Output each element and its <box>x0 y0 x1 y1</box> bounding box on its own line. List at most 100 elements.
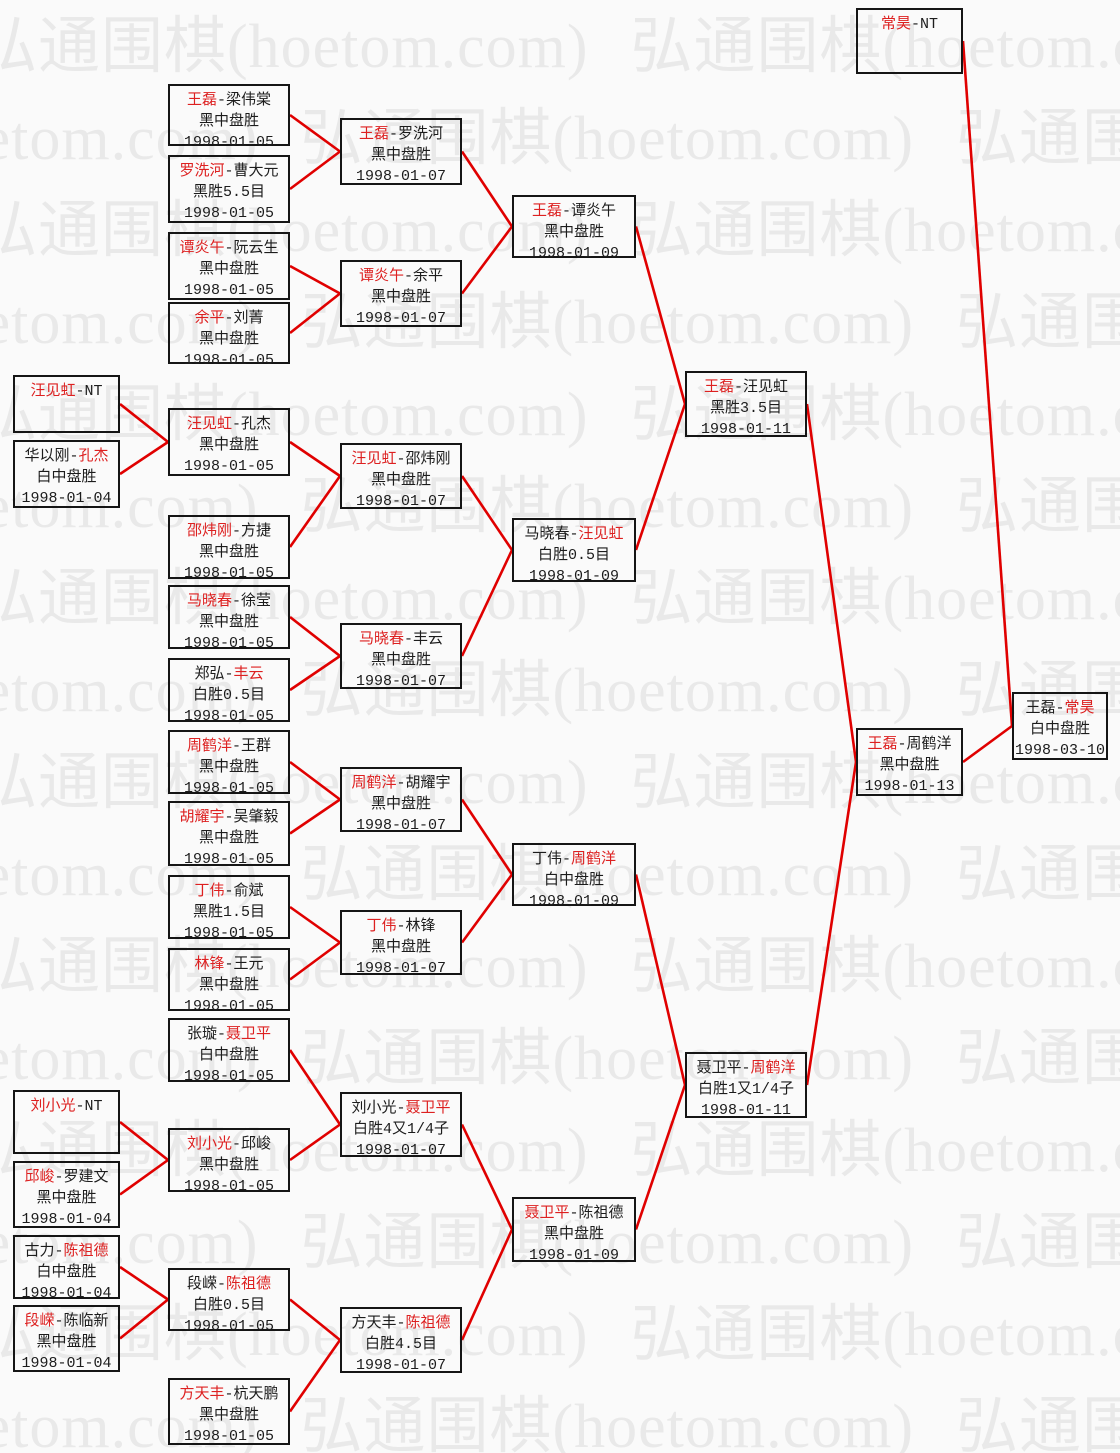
match-result <box>15 402 118 423</box>
watermark-text: 弘通围棋(hoetom.com) <box>630 381 1120 449</box>
match-players: 谭炎午-余平 <box>342 266 460 287</box>
match-box-tyw_yp[interactable]: 谭炎午-余平 黑中盘胜 1998-01-07 <box>340 260 462 327</box>
player-name-left: 华以刚 <box>24 448 70 465</box>
match-box-zh_fy[interactable]: 郑弘-丰云 白胜0.5目 1998-01-05 <box>168 658 290 725</box>
players-separator: - <box>569 526 579 543</box>
player-name-right: NT <box>84 1098 103 1115</box>
match-box-gl_czd[interactable]: 古力-陈祖德 白中盘胜 1998-01-04 <box>13 1235 120 1302</box>
player-name-right: 林锋 <box>405 918 436 935</box>
match-result: 白中盘胜 <box>198 1047 259 1064</box>
match-box-wjh_nt[interactable]: 汪见虹-NT <box>13 375 120 433</box>
match-players: 周鹤洋-王群 <box>170 736 288 757</box>
connector-line <box>289 292 341 335</box>
match-box-wl_ch[interactable]: 王磊-常昊 白中盘胜 1998-03-10 <box>1012 692 1108 760</box>
watermark-row: 弘通围棋(hoetom.com)弘通围棋(hoetom.com)弘通围棋(hoe… <box>0 656 1120 726</box>
player-name-left: 罗洗河 <box>179 163 225 180</box>
match-box-wjh_kj[interactable]: 汪见虹-孔杰 黑中盘胜 1998-01-05 <box>168 408 290 476</box>
match-box-wjh_swg[interactable]: 汪见虹-邵炜刚 黑中盘胜 1998-01-07 <box>340 443 462 510</box>
match-date: 1998-01-07 <box>355 310 446 327</box>
match-box-lxg_nwp[interactable]: 刘小光-聂卫平 白胜4又1/4子 1998-01-07 <box>340 1092 462 1159</box>
match-result: 黑中盘胜 <box>198 1157 259 1174</box>
match-box-wl_zhy[interactable]: 王磊-周鹤洋 黑中盘胜 1998-01-13 <box>856 728 963 796</box>
players-separator: - <box>216 1026 226 1043</box>
players-separator: - <box>216 92 226 109</box>
match-result: 白胜0.5目 <box>192 1297 265 1314</box>
match-box-lxg_qj[interactable]: 刘小光-邱峻 黑中盘胜 1998-01-05 <box>168 1128 290 1195</box>
match-result: 黑中盘胜 <box>36 1334 97 1351</box>
match-box-swg_fj[interactable]: 邵炜刚-方捷 黑中盘胜 1998-01-05 <box>168 515 290 582</box>
match-players: 林锋-王元 <box>170 954 288 975</box>
player-name-left: 邱峻 <box>24 1169 55 1186</box>
match-result: 白中盘胜 <box>1029 721 1090 738</box>
watermark-row: 弘通围棋(hoetom.com)弘通围棋(hoetom.com)弘通围棋(hoe… <box>0 840 1120 910</box>
player-name-right: 曹大元 <box>233 163 279 180</box>
match-players: 马晓春-徐莹 <box>170 591 288 612</box>
match-box-wl_lxh[interactable]: 王磊-罗洗河 黑中盘胜 1998-01-07 <box>340 118 462 185</box>
match-box-dw_yb[interactable]: 丁伟-俞斌 黑胜1.5目 1998-01-05 <box>168 875 290 942</box>
match-box-mxc_xy[interactable]: 马晓春-徐莹 黑中盘胜 1998-01-05 <box>168 585 290 652</box>
match-players: 聂卫平-周鹤洋 <box>687 1058 805 1079</box>
players-separator: - <box>54 1243 64 1260</box>
watermark-row: 弘通围棋(hoetom.com)弘通围棋(hoetom.com)弘通围棋(hoe… <box>0 104 1120 174</box>
player-name-left: 段嵘 <box>186 1276 217 1293</box>
match-box-tyw_rys[interactable]: 谭炎午-阮云生 黑中盘胜 1998-01-05 <box>168 232 290 300</box>
match-box-dw_lf[interactable]: 丁伟-林锋 黑中盘胜 1998-01-07 <box>340 910 462 977</box>
match-box-dr_czd[interactable]: 段嵘-陈祖德 白胜0.5目 1998-01-05 <box>168 1268 290 1335</box>
player-name-left: 林锋 <box>194 956 225 973</box>
connector-line <box>289 615 341 658</box>
player-name-left: 周鹤洋 <box>186 738 232 755</box>
watermark-text: 弘通围棋(hoetom.com) <box>300 289 915 357</box>
match-box-hyg_kj[interactable]: 华以刚-孔杰 白中盘胜 1998-01-04 <box>13 440 120 508</box>
players-separator: - <box>54 1169 64 1186</box>
players-separator: - <box>561 203 571 220</box>
match-result: 黑中盘胜 <box>370 652 431 669</box>
player-name-left: 王磊 <box>703 379 734 396</box>
match-result: 白胜0.5目 <box>537 547 610 564</box>
players-separator: - <box>224 163 234 180</box>
match-box-lf_wy[interactable]: 林锋-王元 黑中盘胜 1998-01-05 <box>168 948 290 1015</box>
match-players: 邵炜刚-方捷 <box>170 521 288 542</box>
match-box-yp_lj[interactable]: 余平-刘菁 黑中盘胜 1998-01-05 <box>168 302 290 369</box>
match-box-qj_ljw[interactable]: 邱峻-罗建文 黑中盘胜 1998-01-04 <box>13 1161 120 1228</box>
connector-line <box>460 798 514 876</box>
match-box-zhy_hyy[interactable]: 周鹤洋-胡耀宇 黑中盘胜 1998-01-07 <box>340 767 462 834</box>
match-box-nwp_zhy[interactable]: 聂卫平-周鹤洋 白胜1又1/4子 1998-01-11 <box>685 1052 807 1119</box>
match-result: 黑中盘胜 <box>198 261 259 278</box>
player-name-right: 汪见虹 <box>743 379 789 396</box>
match-box-nwp_czd[interactable]: 聂卫平-陈祖德 黑中盘胜 1998-01-09 <box>512 1197 636 1264</box>
match-box-wl_wjh[interactable]: 王磊-汪见虹 黑胜3.5目 1998-01-11 <box>685 371 807 438</box>
connector-line <box>460 475 514 551</box>
watermark-text: 弘通围棋(hoetom.com) <box>300 1393 915 1453</box>
match-box-ch_nt[interactable]: 常昊-NT <box>856 8 963 74</box>
player-name-right: 孔杰 <box>241 416 272 433</box>
match-box-ftf_czd[interactable]: 方天丰-陈祖德 白胜4.5目 1998-01-07 <box>340 1307 462 1374</box>
match-box-hyy_wzy[interactable]: 胡耀宇-吴肇毅 黑中盘胜 1998-01-05 <box>168 801 290 868</box>
match-players: 王磊-汪见虹 <box>687 377 805 398</box>
match-result: 黑中盘胜 <box>198 830 259 847</box>
players-separator: - <box>403 631 413 648</box>
match-date: 1998-01-07 <box>355 673 446 690</box>
match-players: 聂卫平-陈祖德 <box>514 1203 634 1224</box>
match-box-dw_zhy[interactable]: 丁伟-周鹤洋 白中盘胜 1998-01-09 <box>512 843 636 910</box>
match-box-wl_lwt[interactable]: 王磊-梁伟棠 黑中盘胜 1998-01-05 <box>168 84 290 151</box>
player-name-left: 丁伟 <box>194 883 225 900</box>
match-box-ftf_htp[interactable]: 方天丰-杭天鹏 黑中盘胜 1998-01-05 <box>168 1378 290 1445</box>
match-box-zhy_wq[interactable]: 周鹤洋-王群 黑中盘胜 1998-01-05 <box>168 730 290 797</box>
match-date: 1998-01-04 <box>21 490 112 507</box>
watermark-text: 弘通围棋(hoetom.com) <box>0 197 589 265</box>
match-result: 黑中盘胜 <box>198 113 259 130</box>
watermark-text: 弘通围棋(hoetom.com) <box>956 105 1120 173</box>
match-box-dr_cln[interactable]: 段嵘-陈临新 黑中盘胜 1998-01-04 <box>13 1305 120 1372</box>
watermark-text: 弘通围棋(hoetom.com) <box>0 289 259 357</box>
match-box-zx_nwp[interactable]: 张璇-聂卫平 白中盘胜 1998-01-05 <box>168 1018 290 1085</box>
match-date: 1998-01-04 <box>21 1355 112 1372</box>
match-players: 刘小光-聂卫平 <box>342 1098 460 1119</box>
match-date: 1998-01-04 <box>21 1211 112 1228</box>
match-box-mxc_fy[interactable]: 马晓春-丰云 黑中盘胜 1998-01-07 <box>340 623 462 690</box>
match-box-lxg_nt[interactable]: 刘小光-NT <box>13 1090 120 1154</box>
match-box-lxh_cdy[interactable]: 罗洗河-曹大元 黑胜5.5目 1998-01-05 <box>168 155 290 223</box>
match-box-mxc_wjh[interactable]: 马晓春-汪见虹 白胜0.5目 1998-01-09 <box>512 518 636 585</box>
player-name-right: 邱峻 <box>241 1136 272 1153</box>
match-box-wl_tyw[interactable]: 王磊-谭炎午 黑中盘胜 1998-01-09 <box>512 195 636 262</box>
